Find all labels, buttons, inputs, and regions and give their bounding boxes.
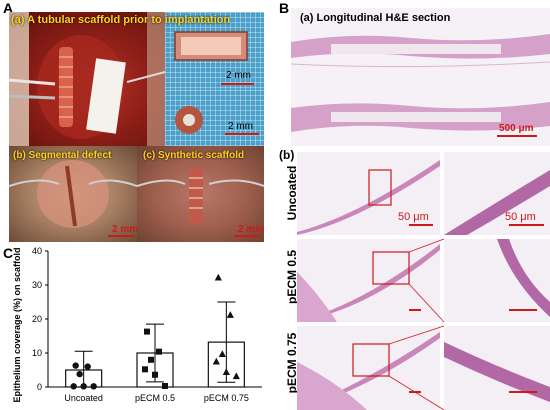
point-2-2 <box>218 350 226 358</box>
caption-b-a-longitudinal: (a) Longitudinal H&E section <box>300 12 451 24</box>
point-1-3 <box>142 366 148 373</box>
scale-label-ring: 2 mm <box>228 121 253 132</box>
y-tick-label: 30 <box>32 280 42 290</box>
scale-bar-500 <box>497 135 537 137</box>
caption-b-b: (b) <box>279 148 295 162</box>
y-tick-label: 20 <box>32 314 42 324</box>
point-0-2 <box>76 370 83 378</box>
point-1-4 <box>152 371 158 378</box>
longitudinal-section-drawing <box>291 34 550 132</box>
longitudinal-section-image <box>291 8 550 146</box>
scale-label-top: 2 mm <box>226 70 251 81</box>
chart-ylabel: Epithelium coverage (%) on scaffold <box>12 247 22 402</box>
scale-label-b: 2 mm <box>112 224 139 235</box>
point-2-5 <box>232 372 240 380</box>
point-0-5 <box>90 383 97 390</box>
point-2-4 <box>222 368 230 376</box>
caption-a-scaffold: (a) A tubular scaffold prior to implanta… <box>11 14 231 26</box>
scale-bar-top <box>221 83 254 85</box>
synthetic-scaffold-photo <box>137 146 264 242</box>
caption-b-defect: (b) Segmental defect <box>13 150 112 161</box>
scale-label-500: 500 μm <box>499 123 534 134</box>
point-1-5 <box>162 382 168 389</box>
segmental-defect-drawing <box>9 160 137 228</box>
point-0-1 <box>84 363 91 370</box>
scaffold-ring-photo <box>165 90 264 146</box>
point-0-4 <box>80 383 87 390</box>
panel-a-letter: A <box>3 0 14 16</box>
chart-points <box>70 273 240 390</box>
y-tick-label: 40 <box>32 246 42 256</box>
y-tick-label: 10 <box>32 348 42 358</box>
segmental-defect-photo <box>9 146 137 242</box>
point-2-3 <box>212 357 220 365</box>
scale-bar-c <box>234 235 260 237</box>
scaffold-photo <box>9 12 165 146</box>
panel-b-letter: B <box>279 0 290 16</box>
point-1-0 <box>144 328 150 335</box>
x-tick-label-2: pECM 0.75 <box>204 393 249 403</box>
point-2-1 <box>226 311 234 318</box>
point-0-0 <box>72 362 79 369</box>
epithelium-coverage-chart: Epithelium coverage (%) on scaffold 0 10 2… <box>12 246 262 403</box>
panel-c-letter: C <box>3 245 14 261</box>
x-tick-label-1: pECM 0.5 <box>135 393 175 403</box>
histology-grid <box>297 152 550 410</box>
scaffold-tube-drawing <box>174 31 248 61</box>
point-2-0 <box>214 273 222 281</box>
scale-label-50-high: 50 μm <box>505 211 536 223</box>
scale-label-50-low: 50 μm <box>398 211 429 223</box>
y-tick-label: 0 <box>37 382 42 392</box>
scale-bar-b <box>108 235 134 237</box>
scaffold-photo-illustration <box>9 12 165 146</box>
synthetic-scaffold-drawing <box>137 168 264 224</box>
point-0-3 <box>70 383 77 390</box>
histology-pecm05-high <box>444 239 550 322</box>
chart-x-axis: Uncoated pECM 0.5 pECM 0.75 <box>64 393 248 403</box>
scale-label-c: 2 mm <box>238 224 265 235</box>
scale-bar-ring <box>225 133 259 135</box>
scaffold-ring-drawing <box>175 106 203 134</box>
point-1-2 <box>148 356 154 363</box>
scaffold-on-grid-photo <box>165 12 264 90</box>
caption-c-synthetic: (c) Synthetic scaffold <box>143 150 245 161</box>
point-1-1 <box>156 348 162 355</box>
x-tick-label-0: Uncoated <box>64 393 103 403</box>
